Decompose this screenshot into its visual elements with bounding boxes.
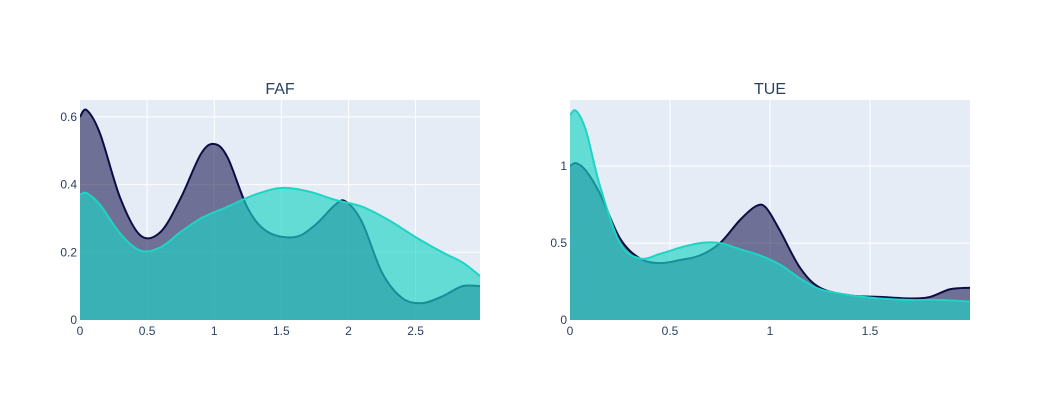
x-tick-label: 0.5	[139, 324, 156, 338]
x-tick-label: 1	[211, 324, 218, 338]
x-tick-label: 0	[77, 324, 84, 338]
y-tick-label: 0.5	[550, 236, 567, 250]
x-tick-label: 1.5	[273, 324, 290, 338]
series-group	[80, 108, 480, 320]
subplot-0: 0 0.5 1 1.5 2 2.5 0 0.2 0.4 0.6 FAF	[60, 81, 480, 338]
x-tick-label: 2.5	[407, 324, 424, 338]
x-tick-label: 0	[567, 324, 574, 338]
y-tick-label: 0.2	[60, 245, 77, 259]
y-tick-label: 0.6	[60, 110, 77, 124]
subplot-title: TUE	[754, 81, 786, 98]
y-tick-label: 0	[560, 313, 567, 327]
plots: 0 0.5 1 1.5 2 2.5 0 0.2 0.4 0.6 FAF 0 0.5 1 1.5 0 0.5 1 TU…	[60, 81, 970, 338]
x-tick-label: 0.5	[662, 324, 679, 338]
series-area-1	[570, 110, 970, 320]
x-tick-label: 2	[345, 324, 352, 338]
y-tick-label: 0.4	[60, 178, 77, 192]
series-line-1	[80, 186, 480, 277]
series-line-1	[570, 109, 970, 303]
subplot-title: FAF	[265, 81, 295, 98]
x-tick-label: 1.5	[862, 324, 879, 338]
series-group	[570, 109, 970, 320]
series-area-1	[80, 187, 480, 320]
y-tick-label: 0	[70, 313, 77, 327]
x-tick-label: 1	[767, 324, 774, 338]
subplot-1: 0 0.5 1 1.5 0 0.5 1 TUE	[550, 81, 970, 338]
y-tick-label: 1	[560, 159, 567, 173]
